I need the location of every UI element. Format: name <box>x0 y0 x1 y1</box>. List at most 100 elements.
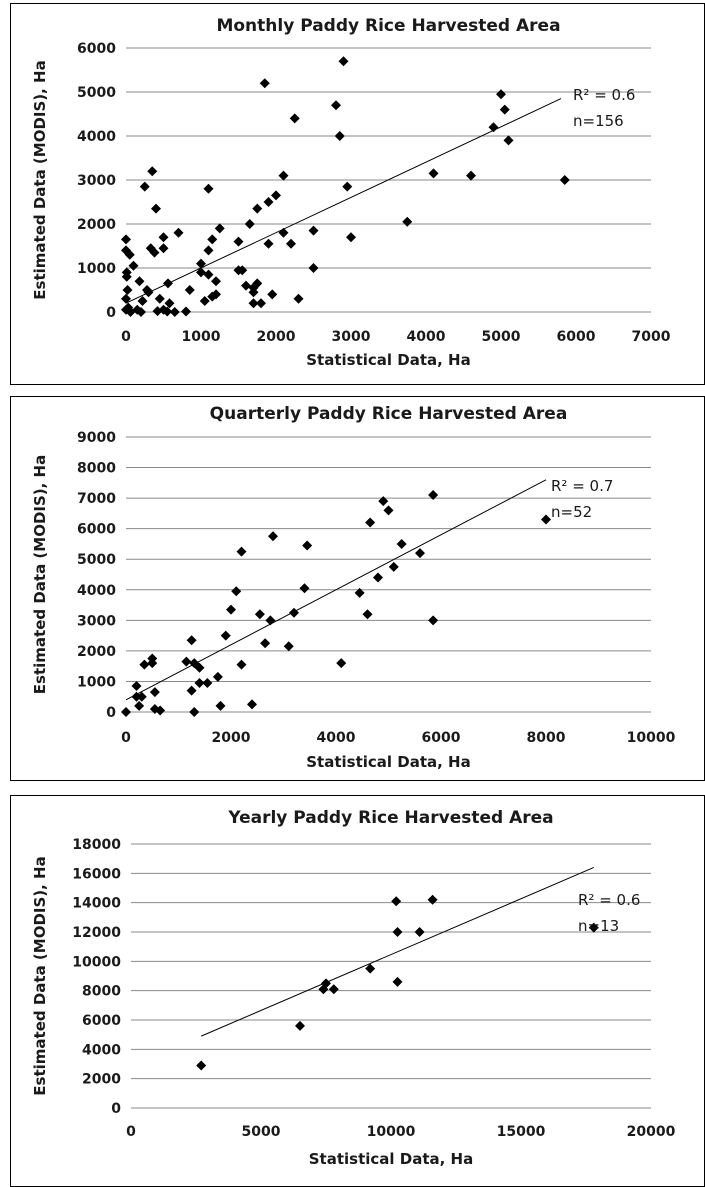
data-point <box>414 927 425 937</box>
data-point <box>136 691 147 702</box>
data-point <box>139 181 150 192</box>
y-tick-label: 6000 <box>82 1013 121 1029</box>
monthly-chart-panel: 0 1000 2000 3000 4000 5000 6000 0 1000 2000 3000 40… <box>10 3 705 385</box>
data-point <box>466 170 476 181</box>
data-point <box>308 225 319 236</box>
data-point <box>499 104 510 115</box>
x-tick-label: 0 <box>121 329 131 345</box>
data-point <box>128 260 139 271</box>
data-point <box>263 197 274 207</box>
data-point <box>331 100 341 111</box>
y-tick-label: 4000 <box>77 129 116 145</box>
data-point <box>147 166 158 177</box>
r-squared-annotation: R² = 0.6 <box>578 891 640 909</box>
x-tick-label: 6000 <box>557 329 596 345</box>
y-tick-label: 0 <box>106 305 116 321</box>
data-point <box>328 984 339 995</box>
y-tick-label: 18000 <box>72 837 121 853</box>
data-point <box>334 131 345 141</box>
data-point <box>278 227 289 238</box>
data-point <box>252 278 263 289</box>
y-tick-label: 12000 <box>72 925 121 941</box>
data-point <box>362 609 373 620</box>
y-tick-label: 1000 <box>77 674 116 690</box>
data-point <box>365 517 376 528</box>
data-point <box>163 278 173 289</box>
data-point <box>226 604 236 615</box>
y-tick-label: 10000 <box>72 954 121 970</box>
data-point <box>293 293 304 304</box>
x-tick-label: 10000 <box>367 1124 416 1140</box>
data-point <box>124 249 135 260</box>
data-point <box>203 183 214 194</box>
data-point <box>214 223 225 234</box>
data-point <box>236 546 247 557</box>
y-tick-label: 5000 <box>77 552 116 568</box>
y-tick-label: 8000 <box>82 984 121 1000</box>
monthly-scatter-chart: 0 1000 2000 3000 4000 5000 6000 0 1000 2000 3000 40… <box>31 16 671 369</box>
y-axis-label: Estimated Data (MODIS), Ha <box>31 856 49 1095</box>
y-tick-label: 4000 <box>82 1042 121 1058</box>
chart-title: Yearly Paddy Rice Harvested Area <box>227 808 553 828</box>
data-point <box>299 583 310 594</box>
data-point <box>559 175 570 185</box>
data-point <box>259 78 270 89</box>
x-axis-label: Statistical Data, Ha <box>306 753 471 771</box>
data-point <box>308 263 319 273</box>
data-point <box>338 56 349 67</box>
data-point <box>196 267 206 278</box>
data-point <box>202 677 213 688</box>
y-tick-label: 3000 <box>77 173 116 189</box>
data-point <box>149 247 160 258</box>
data-point <box>392 976 403 987</box>
data-point <box>199 296 210 306</box>
data-point <box>541 514 551 525</box>
data-point <box>155 705 166 716</box>
data-point <box>289 607 299 618</box>
chart-title: Quarterly Paddy Rice Harvested Area <box>210 404 568 424</box>
data-point <box>194 677 205 688</box>
data-point <box>588 922 599 933</box>
data-point <box>143 287 154 298</box>
x-tick-label: 1000 <box>182 329 221 345</box>
data-point <box>164 298 175 309</box>
y-axis-label: Estimated Data (MODIS), Ha <box>31 455 49 694</box>
data-point <box>184 285 195 295</box>
data-point <box>136 307 146 317</box>
y-tick-label: 9000 <box>77 430 116 446</box>
data-point <box>289 113 300 124</box>
data-point <box>388 561 399 572</box>
data-point <box>134 276 145 287</box>
data-point <box>169 307 180 317</box>
data-point <box>427 894 438 905</box>
data-point <box>196 258 206 269</box>
y-tick-label: 0 <box>111 1101 121 1117</box>
x-tick-label: 5000 <box>482 329 521 345</box>
quarterly-chart-panel: 0 1000 2000 3000 4000 5000 6000 7000 8000 9000 0 20… <box>10 396 705 781</box>
y-tick-label: 16000 <box>72 866 121 882</box>
data-point <box>173 227 184 238</box>
data-point <box>286 238 296 249</box>
data-point <box>211 276 221 287</box>
data-point <box>428 168 439 179</box>
data-point <box>207 234 218 245</box>
trendline <box>125 98 562 304</box>
x-tick-label: 4000 <box>407 329 446 345</box>
r-squared-annotation: R² = 0.7 <box>551 477 613 495</box>
y-tick-label: 2000 <box>82 1072 121 1088</box>
data-point <box>154 293 165 304</box>
x-axis-label: Statistical Data, Ha <box>306 351 471 369</box>
data-point <box>121 271 132 282</box>
data-point <box>271 190 281 201</box>
data-point <box>158 243 169 254</box>
data-point <box>383 505 394 516</box>
x-tick-label: 2000 <box>212 730 251 746</box>
data-point <box>162 306 173 317</box>
data-point <box>203 245 214 256</box>
x-tick-label: 2000 <box>257 329 296 345</box>
data-point <box>354 587 365 598</box>
y-tick-label: 2000 <box>77 644 116 660</box>
y-tick-label: 6000 <box>77 41 116 57</box>
data-point <box>248 287 259 298</box>
x-tick-label: 6000 <box>422 730 461 746</box>
